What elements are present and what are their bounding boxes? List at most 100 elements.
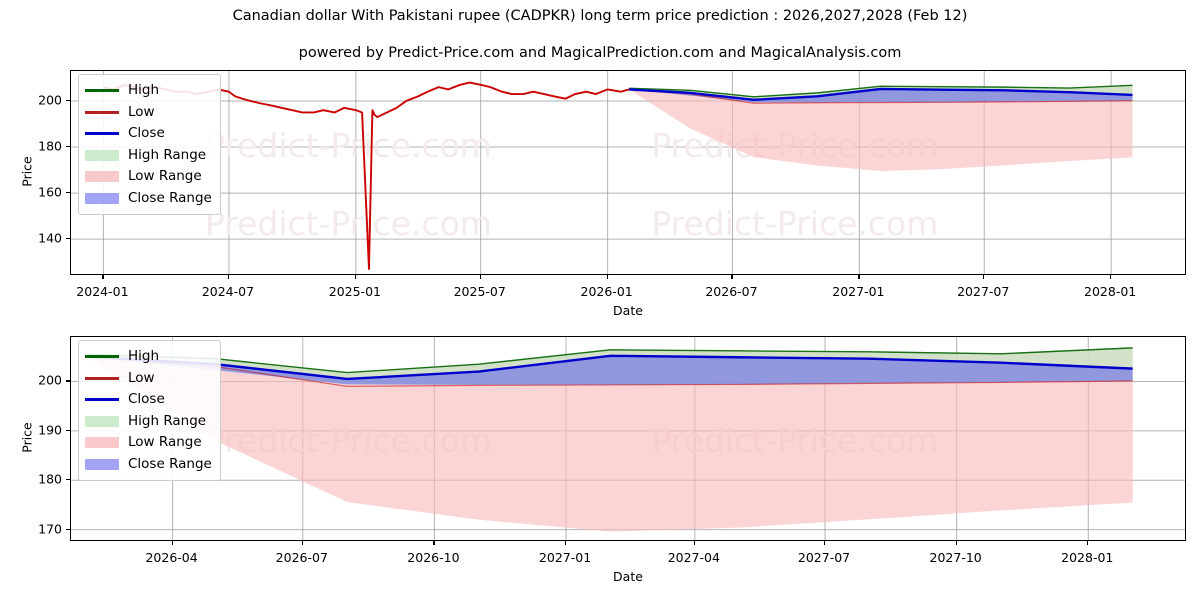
x-tick-mark — [955, 541, 957, 545]
legend-item: High — [85, 80, 212, 102]
legend-label: High Range — [128, 412, 207, 429]
forecast-high-line — [88, 347, 1133, 374]
x-tick-label: 2026-07 — [275, 550, 328, 565]
x-tick-label: 2028-01 — [1084, 284, 1137, 299]
x-tick-mark — [1087, 541, 1089, 545]
legend-swatch-high-range — [85, 415, 119, 427]
legend-item: High — [85, 346, 212, 368]
legend-label: Close — [128, 125, 165, 141]
x-tick-label: 2024-07 — [201, 284, 255, 299]
y-tick-mark — [66, 238, 70, 240]
legend-label: High — [128, 348, 160, 364]
x-axis-label-top: Date — [613, 303, 643, 318]
legend-item: Low Range — [85, 432, 212, 454]
legend-swatch-low-range — [85, 171, 119, 183]
close-range-band — [88, 355, 1133, 385]
legend-swatch-low — [85, 376, 119, 380]
x-tick-mark — [731, 275, 733, 279]
legend-label: Low Range — [128, 434, 202, 450]
y-tick-mark — [66, 99, 70, 102]
y-tick-label: 170 — [38, 521, 62, 537]
x-tick-label: 2027-04 — [667, 550, 720, 565]
forecast-close-line — [628, 87, 1133, 101]
legend-swatch-close — [85, 132, 119, 136]
page-title: Canadian dollar With Pakistani rupee (CA… — [232, 8, 968, 24]
x-tick-mark — [983, 275, 985, 279]
x-tick-label: 2027-07 — [797, 550, 851, 565]
y-tick-label: 180 — [38, 138, 62, 154]
low-range-band — [88, 347, 1133, 532]
close-range-band — [629, 88, 1133, 103]
x-tick-mark — [479, 275, 481, 279]
x-tick-label: 2026-10 — [407, 550, 460, 565]
page-subtitle: powered by Predict-Price.com and Magical… — [298, 45, 902, 61]
legend-top: High Low Close High Range Low Range Close Ran… — [78, 74, 221, 215]
legend-swatch-low — [85, 110, 119, 114]
x-tick-mark — [433, 541, 435, 545]
y-tick-mark — [66, 192, 70, 194]
legend-label: Low Range — [128, 168, 202, 184]
legend-swatch-close — [85, 398, 119, 402]
plot-area-top: Predict-Price.com Predict-Price.com Predic… — [70, 70, 1186, 275]
legend-label: Low — [128, 103, 155, 120]
x-tick-mark — [606, 275, 608, 279]
y-tick-label: 140 — [38, 230, 62, 246]
legend-swatch-high — [85, 355, 119, 359]
x-tick-label: 2027-10 — [929, 550, 982, 565]
legend-swatch-close-range — [85, 192, 119, 204]
forecast-high-line — [628, 84, 1133, 98]
y-tick-mark — [66, 146, 70, 148]
x-tick-label: 2027-07 — [957, 284, 1010, 299]
legend-item: Low Range — [85, 166, 212, 188]
y-tick-label: 160 — [38, 184, 62, 200]
legend-swatch-close-range — [85, 458, 119, 470]
x-tick-mark — [565, 541, 567, 545]
x-tick-label: 2026-04 — [145, 550, 198, 565]
x-axis-label-bottom: Date — [613, 569, 643, 584]
x-tick-mark — [693, 541, 695, 545]
x-tick-label: 2028-01 — [1061, 550, 1114, 565]
forecast-low-line — [628, 88, 1133, 104]
x-tick-mark — [301, 541, 303, 545]
legend-label: Close Range — [128, 455, 212, 472]
y-tick-label: 180 — [38, 471, 62, 487]
x-tick-label: 2026-01 — [580, 284, 633, 299]
legend-item: Close Range — [85, 454, 212, 476]
legend-item: High Range — [85, 145, 212, 167]
x-tick-mark — [354, 275, 357, 279]
x-tick-mark — [824, 541, 826, 545]
legend-label: High — [128, 82, 160, 98]
x-tick-label: 2025-07 — [453, 284, 506, 299]
x-tick-label: 2027-01 — [832, 284, 885, 299]
legend-item: High Range — [85, 411, 212, 433]
x-tick-mark — [102, 275, 104, 279]
watermark: Predict-Price.com — [651, 204, 938, 243]
y-tick-mark — [66, 528, 70, 530]
legend-swatch-low-range — [85, 437, 119, 449]
x-tick-mark — [858, 275, 860, 279]
x-tick-label: 2027-01 — [538, 550, 592, 565]
x-tick-label: 2024-01 — [76, 284, 129, 299]
overview-plot-svg: Predict-Price.com Predict-Price.com Predic… — [71, 71, 1185, 274]
legend-label: Close — [128, 391, 165, 407]
y-tick-label: 190 — [38, 422, 62, 438]
x-tick-mark — [171, 541, 173, 545]
legend-item: Low — [85, 102, 212, 124]
legend-swatch-high-range — [85, 149, 119, 161]
legend-label: Close Range — [128, 189, 212, 206]
watermark: Predict-Price.com — [205, 126, 492, 165]
forecast-low-line — [88, 356, 1133, 387]
legend-bottom: High Low Close High Range Low Range Close Ran… — [78, 340, 221, 481]
watermark: Predict-Price.com — [205, 204, 492, 243]
legend-item: Close — [85, 123, 212, 145]
forecast-close-line — [88, 354, 1133, 381]
legend-item: Close Range — [85, 188, 212, 210]
legend-label: High Range — [128, 146, 207, 163]
x-tick-label: 2025-01 — [328, 284, 381, 299]
y-tick-mark — [66, 429, 70, 432]
y-tick-label: 200 — [38, 92, 62, 108]
x-tick-mark — [227, 275, 230, 279]
y-tick-label: 200 — [38, 372, 62, 388]
